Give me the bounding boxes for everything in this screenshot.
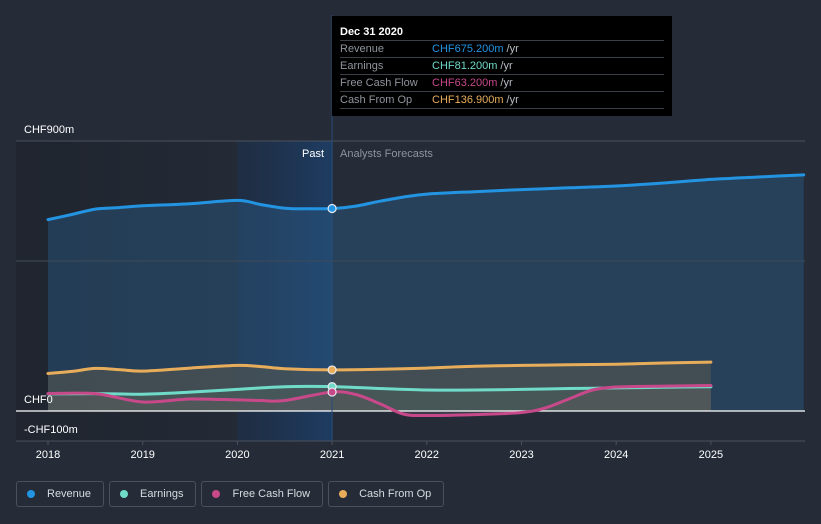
x-tick-label: 2020 bbox=[225, 449, 249, 461]
legend-item-earnings[interactable]: Earnings bbox=[109, 481, 197, 507]
earnings-dot-icon bbox=[120, 490, 129, 498]
x-tick-label: 2023 bbox=[509, 449, 533, 461]
legend: Revenue Earnings Free Cash Flow Cash Fro… bbox=[16, 481, 445, 507]
chart: CHF900m CHF0 -CHF100m Past Analysts Fore… bbox=[16, 15, 806, 461]
x-tick-label: 2025 bbox=[699, 449, 723, 461]
tooltip-row-free-cash-flow: Free Cash Flow CHF63.200m /yr bbox=[340, 75, 664, 92]
forecast-label: Analysts Forecasts bbox=[340, 148, 433, 160]
tooltip-unit: /yr bbox=[500, 60, 513, 72]
tooltip-value: CHF81.200m bbox=[432, 60, 498, 72]
x-tick-label: 2024 bbox=[604, 449, 628, 461]
x-tick-label: 2021 bbox=[320, 449, 344, 461]
past-label: Past bbox=[302, 148, 324, 160]
x-tick-label: 2018 bbox=[36, 449, 60, 461]
legend-item-cash-from-op[interactable]: Cash From Op bbox=[328, 481, 445, 507]
free-cash-flow-dot-icon bbox=[212, 490, 221, 498]
free-cash-flow-marker bbox=[327, 387, 337, 397]
cash-from-op-dot-icon bbox=[339, 490, 348, 498]
tooltip-label: Free Cash Flow bbox=[340, 77, 418, 89]
legend-label: Earnings bbox=[140, 488, 184, 500]
tooltip-row-cash-from-op: Cash From Op CHF136.900m /yr bbox=[340, 92, 664, 109]
tooltip-date: Dec 31 2020 bbox=[340, 24, 664, 41]
revenue-area bbox=[48, 174, 804, 411]
tooltip-row-earnings: Earnings CHF81.200m /yr bbox=[340, 58, 664, 75]
legend-item-revenue[interactable]: Revenue bbox=[16, 481, 105, 507]
cash-from-op-marker bbox=[327, 365, 337, 375]
revenue-marker bbox=[327, 203, 337, 214]
tooltip-value: CHF136.900m bbox=[432, 94, 504, 106]
y-tick-label-neg100: -CHF100m bbox=[24, 424, 78, 436]
legend-label: Cash From Op bbox=[359, 488, 432, 500]
cash-from-op-line bbox=[46, 360, 713, 375]
tooltip-unit: /yr bbox=[506, 94, 519, 106]
y-tick-label-0: CHF0 bbox=[24, 394, 53, 406]
free-cash-flow-line bbox=[46, 384, 713, 418]
tooltip-unit: /yr bbox=[506, 43, 519, 55]
tooltip-unit: /yr bbox=[500, 77, 513, 89]
tooltip-label: Revenue bbox=[340, 43, 385, 55]
tooltip-row-revenue: Revenue CHF675.200m /yr bbox=[340, 41, 664, 58]
tooltip-label: Cash From Op bbox=[340, 94, 413, 106]
revenue-dot-icon bbox=[27, 490, 35, 498]
tooltip-label: Earnings bbox=[340, 60, 384, 72]
legend-label: Free Cash Flow bbox=[232, 488, 311, 500]
tooltip: Dec 31 2020 Revenue CHF675.200m /yr Earn… bbox=[332, 16, 672, 116]
x-tick-label: 2019 bbox=[130, 449, 154, 461]
legend-item-free-cash-flow[interactable]: Free Cash Flow bbox=[201, 481, 324, 507]
y-tick-label-900: CHF900m bbox=[24, 124, 74, 136]
tooltip-value: CHF63.200m bbox=[432, 77, 498, 89]
tooltip-value: CHF675.200m bbox=[432, 43, 504, 55]
revenue-line bbox=[46, 173, 806, 222]
legend-label: Revenue bbox=[47, 488, 92, 500]
x-tick-label: 2022 bbox=[415, 449, 439, 461]
